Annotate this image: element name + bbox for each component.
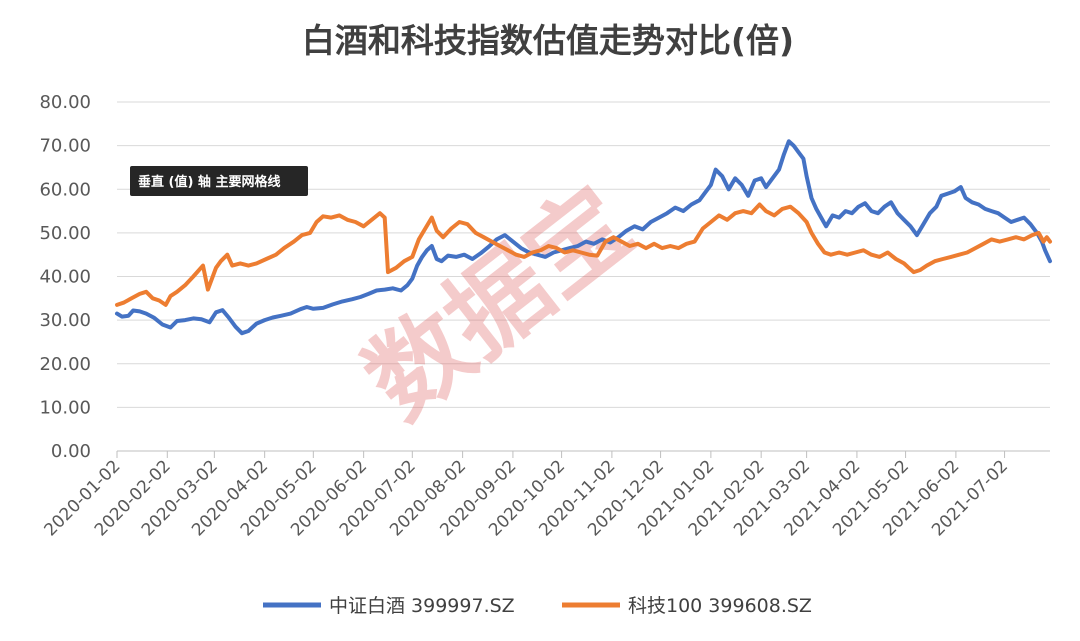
y-tick-label: 80.00 [39, 92, 91, 113]
y-tick-label: 20.00 [39, 354, 91, 375]
tooltip-box [130, 166, 308, 196]
x-axis-ticks: 2020-01-022020-02-022020-03-022020-04-02… [41, 451, 1012, 540]
legend: 中证白酒 399997.SZ 科技100 399608.SZ [263, 595, 812, 617]
y-tick-label: 0.00 [51, 441, 91, 462]
series-lines [115, 139, 1052, 336]
y-tick-label: 50.00 [39, 223, 91, 244]
y-tick-label: 70.00 [39, 136, 91, 157]
watermark-text: 数据宝 [345, 164, 653, 441]
y-axis-ticks: 0.00 10.00 20.00 30.00 40.00 50.00 60.00 70.00 8… [39, 92, 91, 462]
gridline-tooltip: 垂直 (值) 轴 主要网格线 [130, 166, 308, 196]
tooltip-text: 垂直 (值) 轴 主要网格线 [138, 174, 280, 190]
legend-label-2: 科技100 399608.SZ [628, 595, 812, 617]
chart-title: 白酒和科技指数估值走势对比(倍) [302, 21, 794, 60]
y-tick-label: 60.00 [39, 179, 91, 200]
y-tick-label: 40.00 [39, 267, 91, 288]
series-line-1 [115, 139, 1052, 336]
legend-label-1: 中证白酒 399997.SZ [329, 595, 515, 617]
y-tick-label: 30.00 [39, 310, 91, 331]
series-line-2 [115, 202, 1052, 307]
y-tick-label: 10.00 [39, 397, 91, 418]
